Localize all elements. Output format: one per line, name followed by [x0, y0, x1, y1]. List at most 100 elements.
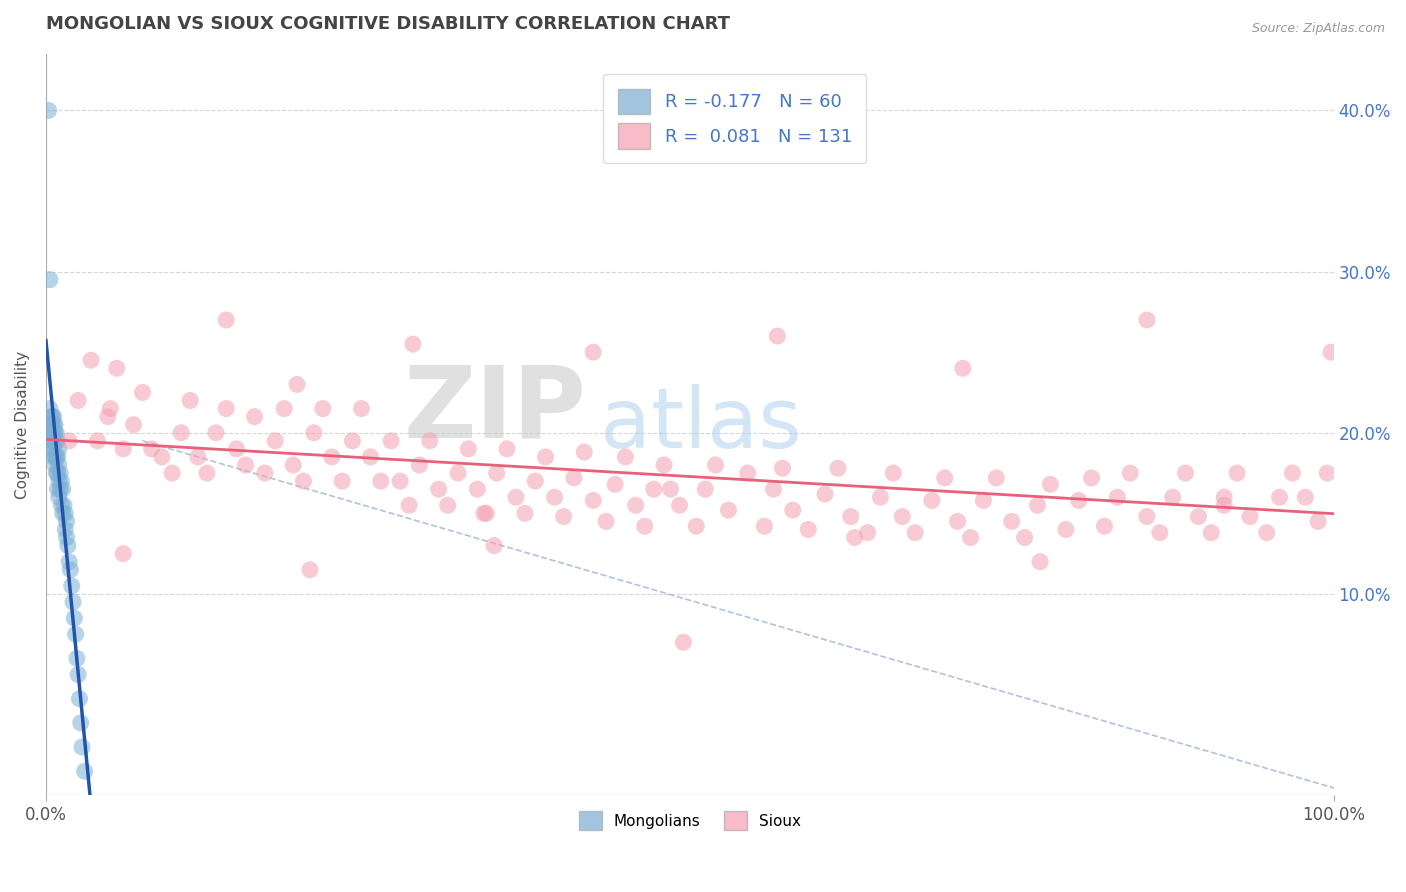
Point — [205, 425, 228, 440]
Point — [380, 434, 402, 448]
Point — [38, 434, 60, 448]
Point — [772, 461, 794, 475]
Point — [934, 471, 956, 485]
Point — [717, 503, 740, 517]
Point — [1094, 519, 1116, 533]
Point — [766, 329, 789, 343]
Point — [46, 466, 69, 480]
Point — [283, 458, 305, 472]
Point — [46, 482, 69, 496]
Point — [179, 393, 201, 408]
Point — [1054, 523, 1077, 537]
Legend: Mongolians, Sioux: Mongolians, Sioux — [572, 805, 807, 836]
Point — [370, 474, 392, 488]
Text: Source: ZipAtlas.com: Source: ZipAtlas.com — [1251, 22, 1385, 36]
Point — [634, 519, 657, 533]
Point — [553, 509, 575, 524]
Point — [359, 450, 381, 464]
Point — [595, 515, 617, 529]
Point — [1107, 490, 1129, 504]
Point — [475, 506, 498, 520]
Point — [972, 493, 994, 508]
Point — [1308, 515, 1330, 529]
Point — [1316, 466, 1339, 480]
Point — [350, 401, 373, 416]
Point — [524, 474, 547, 488]
Point — [44, 425, 66, 440]
Point — [56, 539, 79, 553]
Point — [41, 417, 63, 432]
Point — [45, 450, 67, 464]
Point — [80, 353, 103, 368]
Point — [485, 466, 508, 480]
Point — [1001, 515, 1024, 529]
Point — [496, 442, 519, 456]
Point — [668, 498, 690, 512]
Point — [45, 434, 67, 448]
Point — [1026, 498, 1049, 512]
Point — [225, 442, 247, 456]
Point — [827, 461, 849, 475]
Text: MONGOLIAN VS SIOUX COGNITIVE DISABILITY CORRELATION CHART: MONGOLIAN VS SIOUX COGNITIVE DISABILITY … — [46, 15, 730, 33]
Point — [643, 482, 665, 496]
Point — [1256, 525, 1278, 540]
Point — [1136, 313, 1159, 327]
Point — [86, 434, 108, 448]
Point — [447, 466, 470, 480]
Point — [48, 490, 70, 504]
Point — [49, 482, 72, 496]
Point — [97, 409, 120, 424]
Point — [762, 482, 785, 496]
Point — [1119, 466, 1142, 480]
Point — [342, 434, 364, 448]
Text: ZIP: ZIP — [404, 361, 586, 458]
Point — [58, 434, 80, 448]
Point — [1294, 490, 1316, 504]
Point — [389, 474, 412, 488]
Point — [1320, 345, 1343, 359]
Point — [41, 425, 63, 440]
Point — [264, 434, 287, 448]
Point — [427, 482, 450, 496]
Point — [1067, 493, 1090, 508]
Point — [1187, 509, 1209, 524]
Point — [44, 417, 66, 432]
Point — [69, 715, 91, 730]
Point — [1149, 525, 1171, 540]
Point — [959, 531, 981, 545]
Point — [737, 466, 759, 480]
Point — [856, 525, 879, 540]
Point — [1281, 466, 1303, 480]
Point — [472, 506, 495, 520]
Point — [467, 482, 489, 496]
Point — [986, 471, 1008, 485]
Point — [1174, 466, 1197, 480]
Point — [582, 345, 605, 359]
Point — [42, 434, 65, 448]
Point — [48, 442, 70, 456]
Point — [659, 482, 682, 496]
Point — [273, 401, 295, 416]
Point — [170, 425, 193, 440]
Point — [482, 539, 505, 553]
Point — [41, 434, 63, 448]
Point — [457, 442, 479, 456]
Point — [844, 531, 866, 545]
Point — [603, 477, 626, 491]
Point — [402, 337, 425, 351]
Point — [51, 498, 73, 512]
Point — [534, 450, 557, 464]
Point — [46, 434, 69, 448]
Point — [63, 611, 86, 625]
Point — [39, 434, 62, 448]
Point — [1226, 466, 1249, 480]
Point — [53, 506, 76, 520]
Point — [66, 651, 89, 665]
Point — [814, 487, 837, 501]
Point — [122, 417, 145, 432]
Point — [574, 445, 596, 459]
Point — [67, 393, 90, 408]
Point — [1161, 490, 1184, 504]
Y-axis label: Cognitive Disability: Cognitive Disability — [15, 351, 30, 499]
Point — [112, 442, 135, 456]
